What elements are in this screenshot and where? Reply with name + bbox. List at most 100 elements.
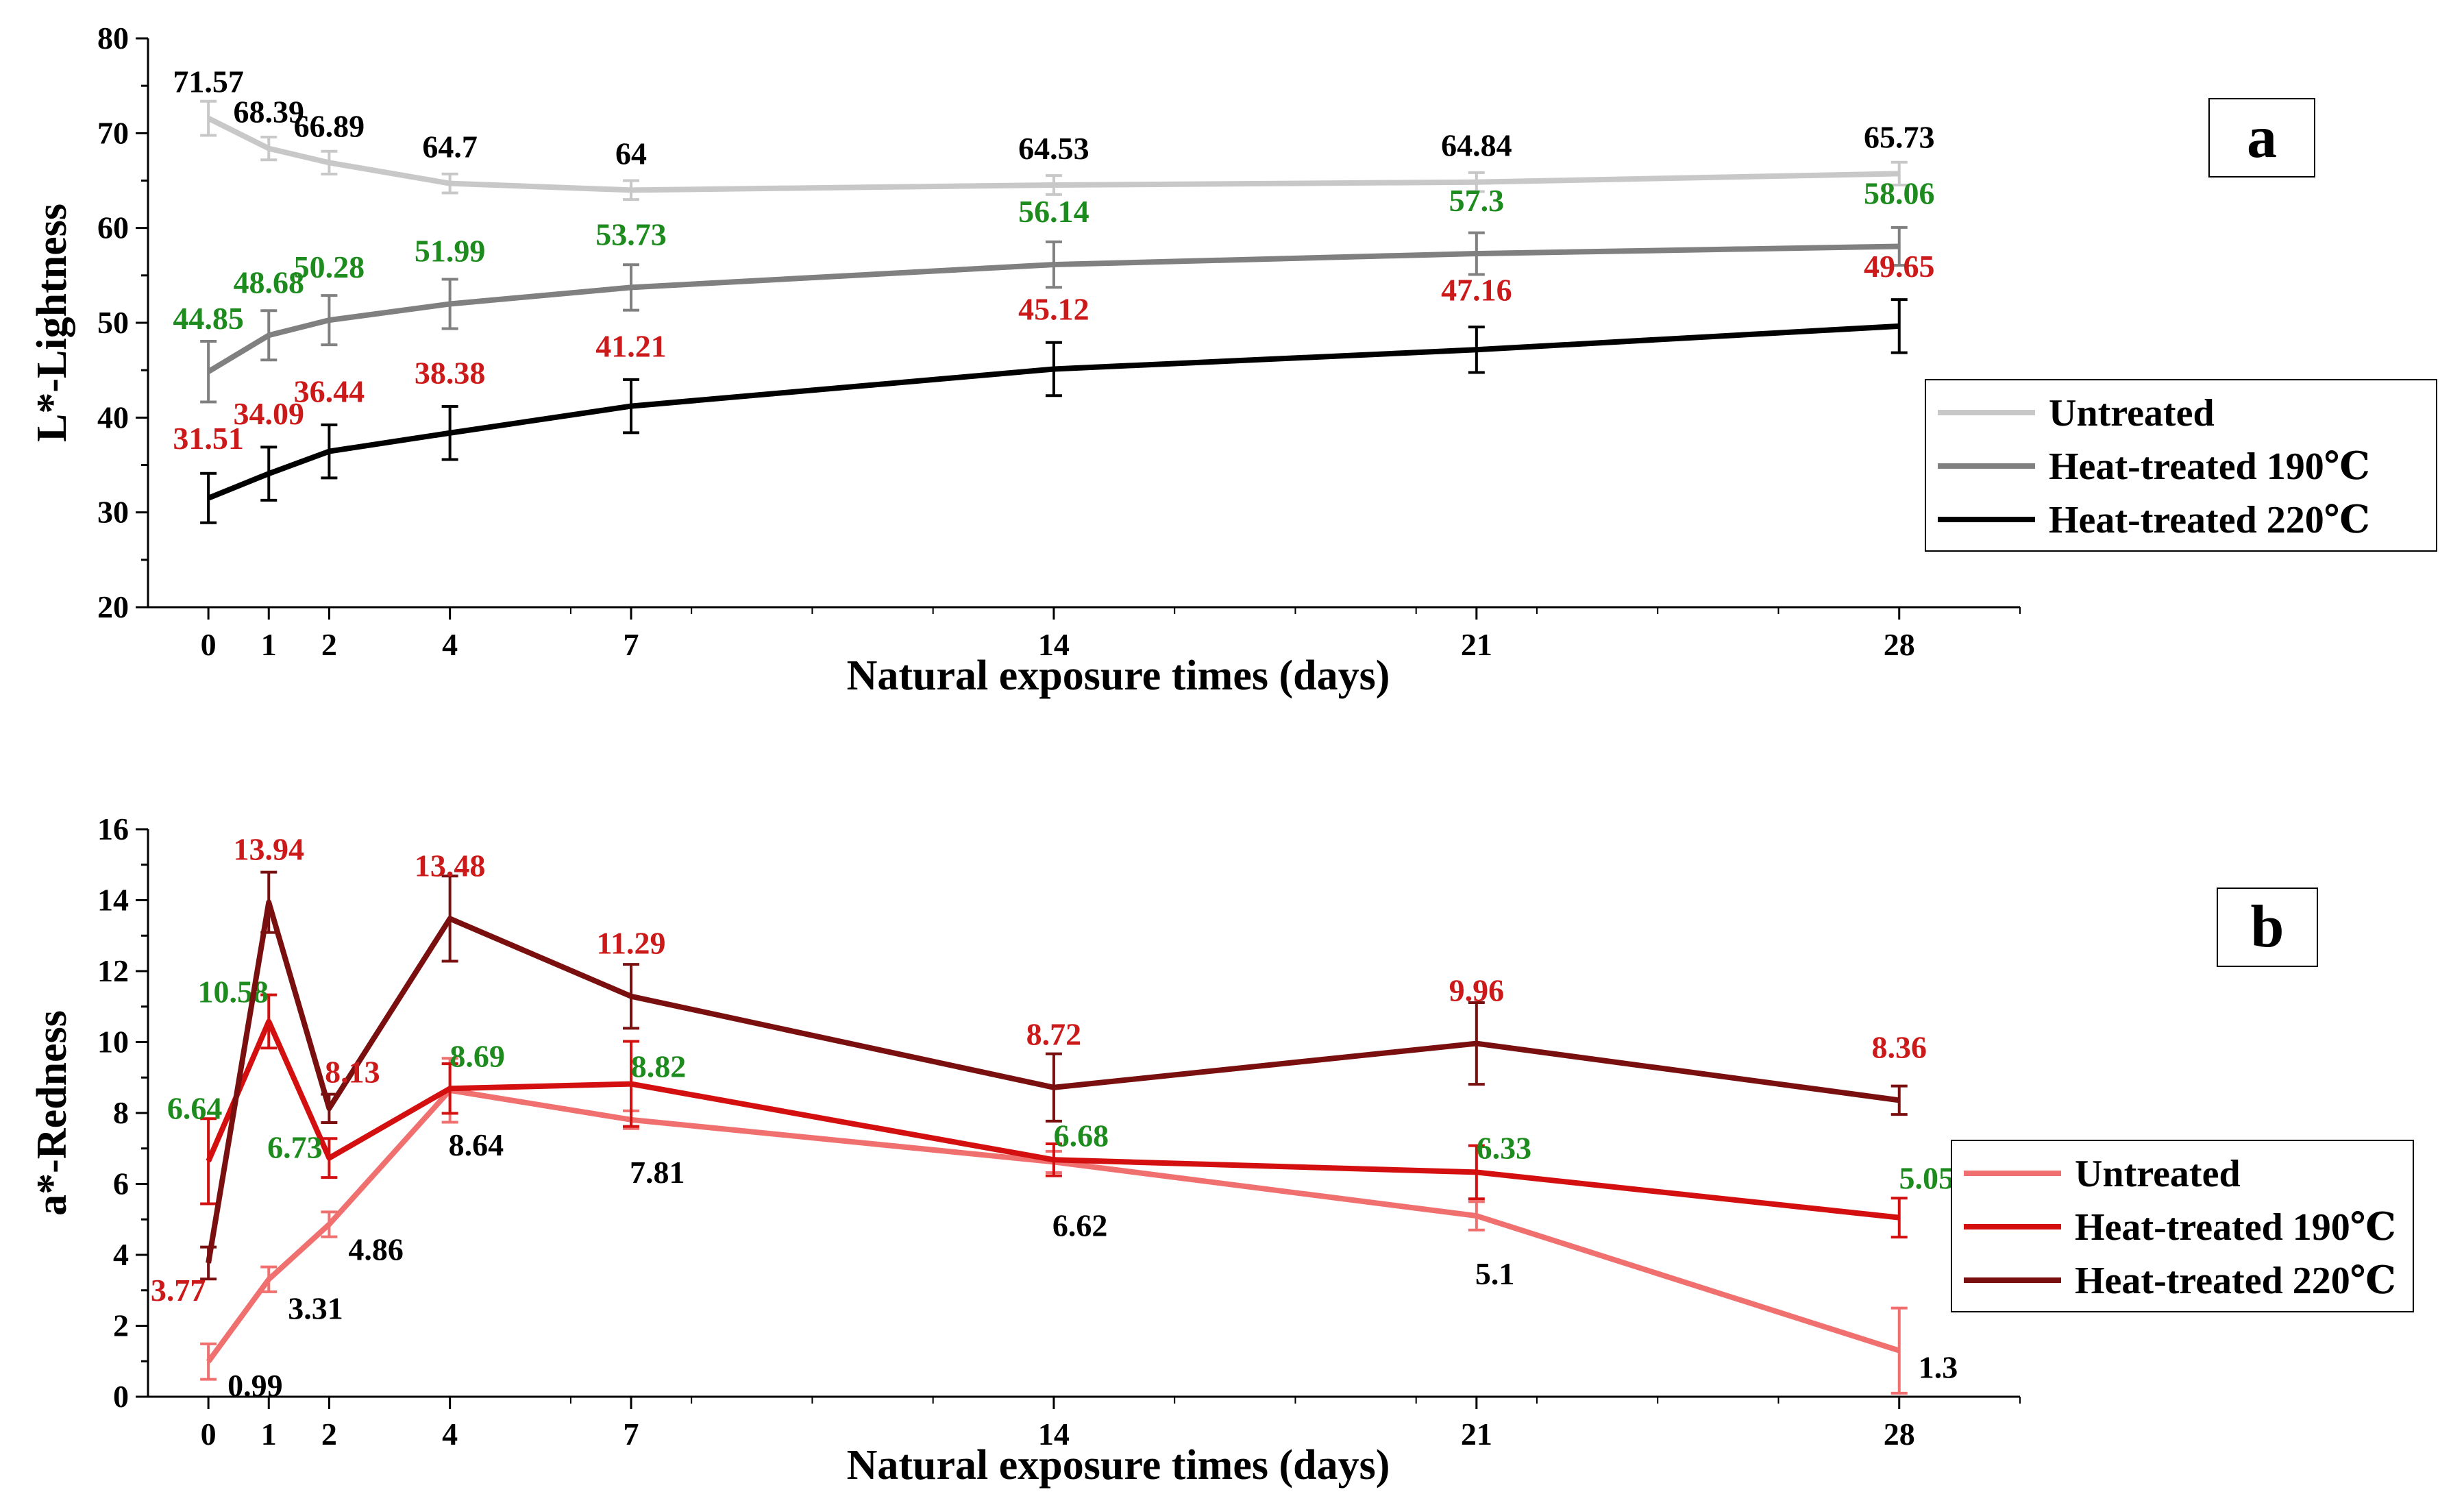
series-line-2 bbox=[206, 1018, 1900, 1221]
x-tick-label: 0 bbox=[201, 1417, 217, 1452]
x-tick-label: 0 bbox=[201, 627, 217, 662]
x-tick-label: 1 bbox=[261, 627, 277, 662]
data-label: 5.05 bbox=[1899, 1161, 1954, 1196]
data-label: 51.99 bbox=[415, 233, 486, 268]
legend-label-2: Heat-treated 190℃ bbox=[2049, 445, 2370, 488]
data-label: 11.29 bbox=[597, 926, 666, 961]
data-label: 8.72 bbox=[1026, 1017, 1082, 1052]
data-label: 8.13 bbox=[325, 1054, 380, 1089]
data-label: 4.86 bbox=[348, 1232, 404, 1267]
y-tick-label: 30 bbox=[97, 495, 129, 530]
panel-label-box bbox=[2208, 98, 2315, 178]
y-tick-label: 2 bbox=[113, 1308, 129, 1343]
data-label: 7.81 bbox=[630, 1155, 685, 1190]
data-label: 8.82 bbox=[631, 1049, 687, 1084]
data-label: 6.64 bbox=[167, 1090, 223, 1125]
y-tick-label: 0 bbox=[113, 1379, 129, 1414]
panel-label-box bbox=[2217, 888, 2318, 967]
data-label: 53.73 bbox=[595, 217, 667, 252]
data-label: 50.28 bbox=[294, 249, 365, 284]
x-axis-title: Natural exposure times (days) bbox=[847, 652, 1390, 699]
y-tick-label: 70 bbox=[97, 115, 129, 150]
data-label: 6.62 bbox=[1052, 1208, 1108, 1243]
data-label: 13.48 bbox=[415, 848, 486, 883]
data-label: 48.68 bbox=[234, 265, 305, 299]
legend-label-1: Untreated bbox=[2049, 392, 2215, 435]
data-label: 41.21 bbox=[595, 329, 667, 364]
x-tick-label: 28 bbox=[1884, 627, 1915, 662]
y-tick-label: 16 bbox=[97, 811, 129, 846]
data-label: 65.73 bbox=[1864, 119, 1935, 154]
y-axis-title: a*-Redness bbox=[29, 1010, 75, 1216]
data-label: 3.77 bbox=[151, 1273, 206, 1308]
data-label: 64.84 bbox=[1441, 128, 1512, 163]
data-label: 3.31 bbox=[288, 1291, 343, 1326]
y-axis-title: L*-Lightness bbox=[29, 204, 75, 442]
data-label: 13.94 bbox=[234, 832, 305, 867]
x-tick-label: 14 bbox=[1038, 1417, 1070, 1452]
series-line-1 bbox=[206, 1087, 1900, 1364]
y-tick-label: 8 bbox=[113, 1095, 129, 1130]
x-tick-label: 14 bbox=[1038, 627, 1070, 662]
x-tick-label: 2 bbox=[321, 1417, 337, 1452]
data-label: 8.69 bbox=[449, 1038, 505, 1073]
y-tick-label: 50 bbox=[97, 305, 129, 340]
legend-label-2: Heat-treated 190℃ bbox=[2075, 1206, 2396, 1249]
chart-a-lightness: 20 30 40 50 60 70 80 0 1 2 4 7 14 21 28 Natural exposur… bbox=[29, 21, 2437, 699]
data-label: 49.65 bbox=[1864, 249, 1935, 284]
data-label: 44.85 bbox=[173, 301, 244, 336]
series-line-1 bbox=[207, 116, 1899, 193]
legend-label-3: Heat-treated 220℃ bbox=[2049, 499, 2370, 541]
data-label: 38.38 bbox=[415, 356, 486, 391]
data-label: 1.3 bbox=[1919, 1350, 1958, 1385]
x-tick-label: 2 bbox=[321, 627, 337, 662]
x-tick-label: 4 bbox=[442, 1417, 458, 1452]
panel-label: b bbox=[2251, 894, 2284, 960]
x-tick-label: 21 bbox=[1461, 627, 1492, 662]
data-label: 68.39 bbox=[234, 95, 305, 130]
data-label: 0.99 bbox=[227, 1368, 283, 1403]
data-label: 45.12 bbox=[1018, 292, 1089, 327]
legend-label-3: Heat-treated 220℃ bbox=[2075, 1260, 2396, 1302]
data-label: 6.68 bbox=[1054, 1118, 1109, 1153]
data-label: 5.1 bbox=[1475, 1256, 1515, 1291]
data-label: 6.73 bbox=[267, 1130, 323, 1165]
data-label: 64.53 bbox=[1018, 131, 1089, 166]
panel-label: a bbox=[2247, 104, 2277, 171]
data-label: 57.3 bbox=[1449, 183, 1505, 218]
series-line-2 bbox=[207, 243, 1899, 374]
y-tick-label: 12 bbox=[97, 953, 129, 988]
data-label: 56.14 bbox=[1018, 194, 1089, 229]
x-tick-label: 4 bbox=[442, 627, 458, 662]
data-label: 64.7 bbox=[422, 130, 478, 164]
y-tick-label: 6 bbox=[113, 1166, 129, 1201]
legend-label-1: Untreated bbox=[2075, 1153, 2241, 1195]
y-tick-label: 4 bbox=[113, 1237, 129, 1272]
data-label: 8.36 bbox=[1871, 1029, 1927, 1064]
y-tick-label: 80 bbox=[97, 21, 129, 56]
data-label: 58.06 bbox=[1864, 176, 1935, 211]
x-tick-label: 7 bbox=[624, 1417, 639, 1452]
data-label: 47.16 bbox=[1441, 272, 1512, 307]
x-tick-label: 28 bbox=[1884, 1417, 1915, 1452]
x-axis-title: Natural exposure times (days) bbox=[847, 1442, 1390, 1489]
data-label: 64 bbox=[615, 136, 647, 171]
x-tick-label: 7 bbox=[624, 627, 639, 662]
y-tick-label: 14 bbox=[97, 883, 129, 918]
data-label: 9.96 bbox=[1449, 973, 1505, 1008]
data-label: 71.57 bbox=[173, 64, 244, 99]
data-label: 8.64 bbox=[449, 1127, 504, 1162]
data-label: 34.09 bbox=[234, 396, 305, 431]
y-tick-label: 40 bbox=[97, 400, 129, 435]
data-label: 6.33 bbox=[1477, 1130, 1532, 1165]
series-line-3 bbox=[207, 323, 1899, 501]
y-tick-label: 60 bbox=[97, 210, 129, 245]
y-tick-label: 20 bbox=[97, 589, 129, 624]
data-label: 36.44 bbox=[294, 374, 365, 409]
y-tick-label: 10 bbox=[97, 1025, 129, 1060]
data-label: 31.51 bbox=[173, 421, 244, 456]
x-tick-label: 21 bbox=[1461, 1417, 1492, 1452]
series-line-3 bbox=[206, 899, 1900, 1264]
